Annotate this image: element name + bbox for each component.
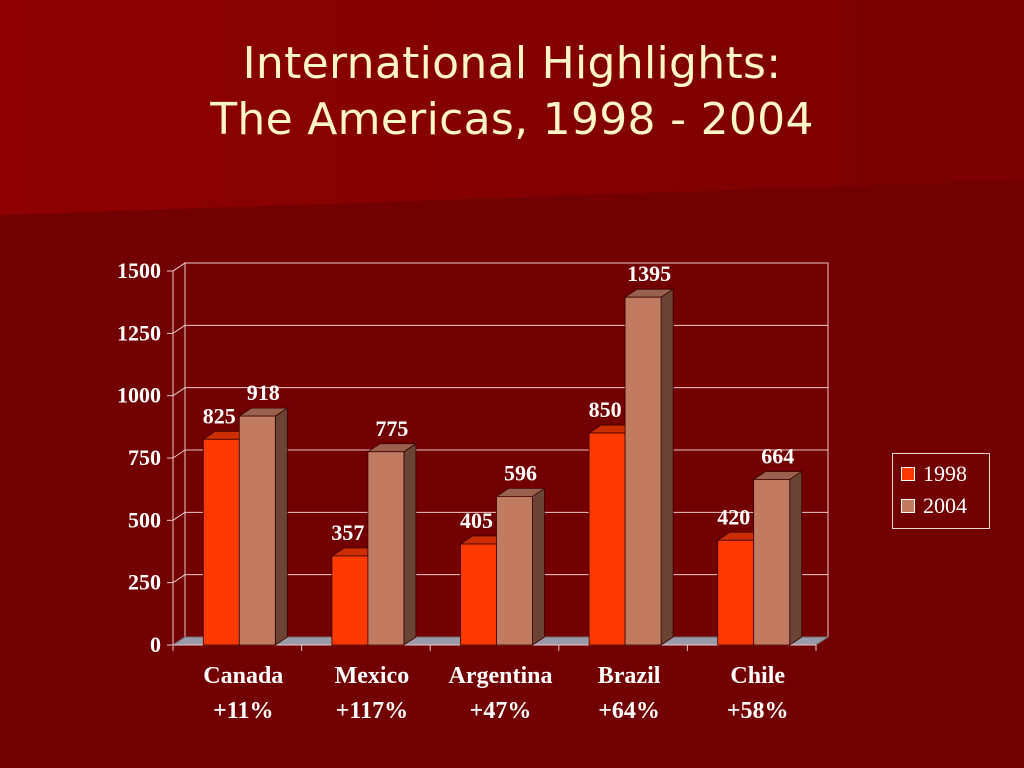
bar-side — [789, 470, 803, 646]
data-label: 405 — [460, 508, 493, 533]
x-tick-note: +64% — [598, 698, 660, 724]
slide-title-line-2: The Americas, 1998 - 2004 — [210, 94, 814, 145]
bar-side — [532, 487, 545, 646]
x-tick-label: Brazil — [598, 663, 661, 689]
bar-2004-brazil — [624, 296, 662, 646]
gridline-depth — [172, 449, 186, 459]
x-tick-label: Argentina — [449, 663, 553, 689]
x-tick-label: Canada — [203, 663, 283, 689]
bar-2004-argentina — [496, 495, 533, 646]
x-tick-note: +47% — [470, 698, 532, 724]
legend-swatch-1998 — [901, 467, 915, 481]
data-label: 918 — [247, 380, 280, 405]
bar-2004-mexico — [367, 451, 405, 646]
bar-2004-chile — [753, 479, 791, 646]
y-tick-label: 1250 — [117, 320, 161, 345]
y-tick-label: 500 — [128, 507, 161, 532]
bar-1998-chile — [717, 539, 755, 646]
bar-side — [403, 443, 417, 646]
y-tick-label: 1500 — [117, 258, 161, 283]
x-tick-label: Mexico — [335, 663, 410, 689]
chart-legend: 1998 2004 — [892, 453, 990, 529]
bar-1998-brazil — [588, 432, 626, 646]
bar-1998-mexico — [331, 555, 369, 646]
data-label: 664 — [761, 443, 794, 468]
data-label: 825 — [203, 403, 236, 428]
bar-1998-canada — [202, 438, 240, 646]
y-tick-label: 250 — [128, 570, 161, 595]
legend-swatch-2004 — [901, 499, 915, 513]
data-label: 850 — [589, 397, 622, 422]
x-tick-note: +11% — [213, 698, 273, 724]
gridline-depth — [172, 511, 186, 521]
gridline-depth — [172, 324, 186, 334]
legend-item-2004: 2004 — [901, 493, 967, 518]
y-tick-label: 0 — [150, 632, 161, 657]
data-label: 1395 — [627, 261, 671, 286]
gridline-depth — [172, 574, 186, 584]
data-label: 775 — [375, 416, 408, 441]
data-label: 357 — [331, 520, 364, 545]
bar-1998-argentina — [460, 543, 497, 646]
data-label: 596 — [504, 460, 537, 485]
legend-label-2004: 2004 — [923, 493, 967, 518]
gridline-depth — [172, 262, 186, 272]
x-tick-note: +58% — [727, 698, 789, 724]
data-label: 420 — [717, 504, 750, 529]
bar-2004-canada — [238, 415, 276, 646]
bar-side — [660, 288, 674, 646]
x-tick-label: Chile — [730, 663, 785, 689]
slide-title-line-1: International Highlights: — [242, 38, 782, 89]
legend-item-1998: 1998 — [901, 461, 967, 486]
y-tick-label: 1000 — [117, 383, 161, 408]
legend-label-1998: 1998 — [923, 461, 967, 486]
gridline-depth — [172, 387, 186, 397]
y-tick-label: 750 — [128, 445, 161, 470]
bar-side — [274, 407, 288, 646]
x-tick-note: +117% — [336, 698, 408, 724]
